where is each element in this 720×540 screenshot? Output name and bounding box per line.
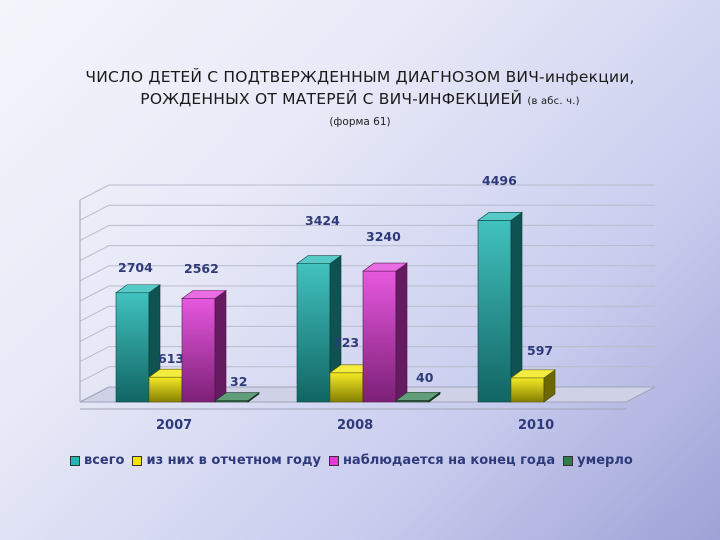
gridline-side xyxy=(79,366,110,383)
legend-label-nablyudaetsya: наблюдается на конец года xyxy=(342,453,556,468)
legend-label-iz-nih: из них в отчетном году xyxy=(146,453,321,468)
bar-top-umerlo-2008 xyxy=(395,392,441,401)
legend-swatch-umerlo xyxy=(563,455,574,466)
bar-top-vsego-2008 xyxy=(296,255,342,264)
bar-top-nablyudaetsya-2008 xyxy=(362,262,408,272)
data-label-umerlo-2008: 40 xyxy=(416,370,434,385)
gridline-side xyxy=(79,325,110,342)
bar-nablyudaetsya-2008 xyxy=(362,270,397,403)
title-line-2-main: РОЖДЕННЫХ ОТ МАТЕРЕЙ С ВИЧ-ИНФЕКЦИЕЙ xyxy=(140,90,523,108)
data-label-nablyudaetsya-2008: 3240 xyxy=(366,229,401,244)
bar-top-vsego-2010 xyxy=(477,212,523,221)
chart-subtitle: (форма 61) xyxy=(329,116,391,128)
bar-side-nablyudaetsya-2008 xyxy=(395,262,408,403)
bar-vsego-2007 xyxy=(115,292,150,403)
legend-item-vsego: всего xyxy=(70,453,124,468)
gridline-side xyxy=(79,204,110,221)
data-label-nablyudaetsya-2007: 2562 xyxy=(184,261,219,276)
legend-swatch-iz-nih xyxy=(132,455,143,466)
gridline-side xyxy=(79,184,110,201)
data-label-iz-nih-2007: 613 xyxy=(158,351,184,366)
bar-iz-nih-2008 xyxy=(329,372,364,403)
gridline-side xyxy=(79,285,110,302)
gridline-side xyxy=(79,346,110,363)
legend-swatch-nablyudaetsya xyxy=(328,455,339,466)
legend-item-umerlo: умерло xyxy=(563,453,633,468)
bar-side-nablyudaetsya-2007 xyxy=(214,289,227,403)
gridline-side xyxy=(79,265,110,282)
title-line-2: РОЖДЕННЫХ ОТ МАТЕРЕЙ С ВИЧ-ИНФЕКЦИЕЙ (в … xyxy=(0,88,720,113)
title-unit-note: (в абс. ч.) xyxy=(527,96,580,107)
x-tick-label-2007: 2007 xyxy=(156,418,192,433)
legend-item-nablyudaetsya: наблюдается на конец года xyxy=(328,453,556,468)
bar-top-vsego-2007 xyxy=(115,284,161,294)
bar-top-umerlo-2007 xyxy=(214,392,260,402)
legend-swatch-vsego xyxy=(70,455,80,466)
gridline-side xyxy=(79,224,110,241)
title-line-1: ЧИСЛО ДЕТЕЙ С ПОДТВЕРЖДЕННЫМ ДИАГНОЗОМ В… xyxy=(85,68,635,86)
bar-top-nablyudaetsya-2007 xyxy=(181,290,227,299)
data-label-vsego-2010: 4496 xyxy=(482,173,517,188)
bar-iz-nih-2007 xyxy=(148,376,183,403)
bar-vsego-2008 xyxy=(296,263,331,403)
data-label-iz-nih-2010: 597 xyxy=(527,343,553,358)
bar-nablyudaetsya-2007 xyxy=(181,298,216,403)
gridline-side xyxy=(79,245,110,262)
data-label-umerlo-2007: 32 xyxy=(230,374,247,389)
x-tick-label-2010: 2010 xyxy=(518,418,554,433)
x-tick-label-2008: 2008 xyxy=(337,418,373,433)
legend-label-vsego: всего xyxy=(84,453,125,468)
legend-item-iz-nih: из них в отчетном году xyxy=(132,453,321,468)
bar-top-iz-nih-2010 xyxy=(510,369,556,379)
gridline-side xyxy=(79,305,110,322)
legend-label-umerlo: умерло xyxy=(577,453,633,468)
data-label-iz-nih-2008: 723 xyxy=(333,335,359,350)
bar-vsego-2010 xyxy=(477,220,512,403)
chart-legend: всего из них в отчетном году наблюдается… xyxy=(70,453,641,468)
data-label-vsego-2008: 3424 xyxy=(305,213,340,228)
data-label-vsego-2007: 2704 xyxy=(118,260,153,275)
chart-title: ЧИСЛО ДЕТЕЙ С ПОДТВЕРЖДЕННЫМ ДИАГНОЗОМ В… xyxy=(0,66,720,128)
bar-iz-nih-2010 xyxy=(510,377,545,403)
